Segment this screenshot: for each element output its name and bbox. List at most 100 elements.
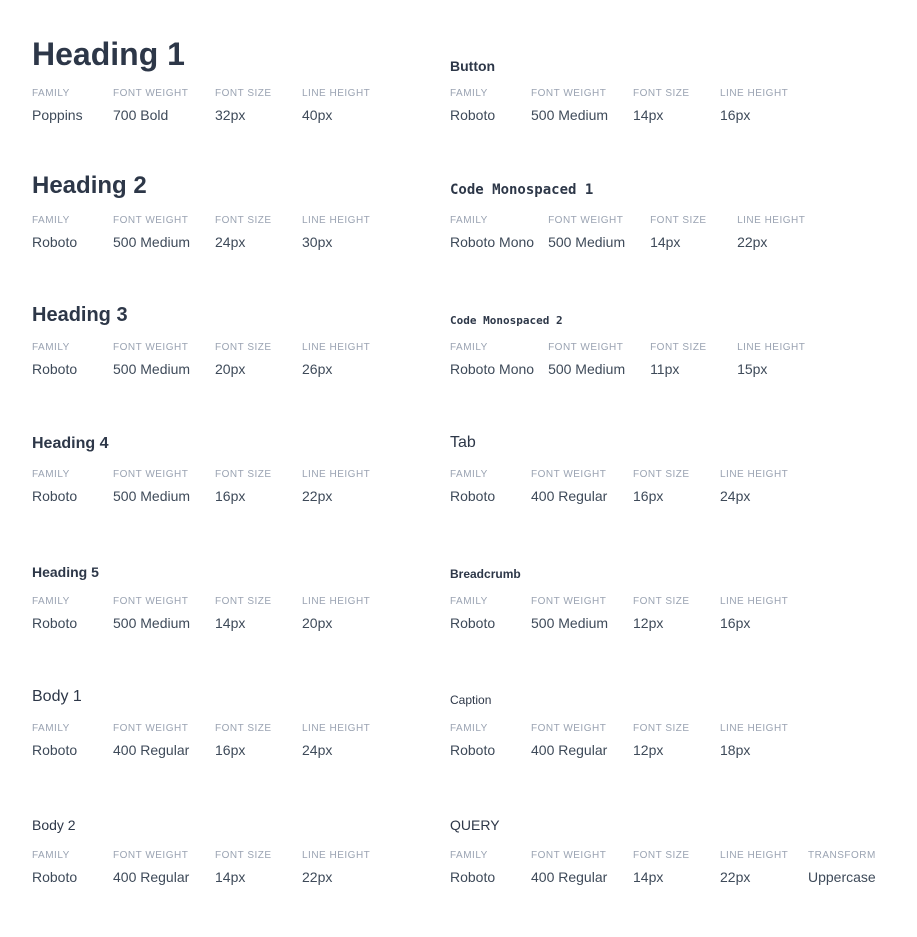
- type-spec-query: QUERY FAMILY Roboto FONT WEIGHT 400 Regu…: [450, 790, 897, 886]
- spec-label: FONT WEIGHT: [531, 88, 607, 99]
- spec-label: FONT WEIGHT: [531, 850, 607, 861]
- spec-value: 16px: [720, 615, 751, 631]
- spec-value: Roboto: [450, 615, 496, 631]
- spec-cell: LINE HEIGHT 18px: [720, 723, 808, 759]
- spec-label: FONT SIZE: [633, 850, 690, 861]
- spec-cell: FONT WEIGHT 500 Medium: [531, 88, 633, 124]
- spec-cell: FONT WEIGHT 500 Medium: [113, 469, 215, 505]
- spec-label: FONT SIZE: [633, 88, 690, 99]
- spec-value: 14px: [215, 615, 246, 631]
- spec-label: FAMILY: [450, 723, 488, 734]
- spec-value: 22px: [737, 234, 768, 250]
- spec-label: FAMILY: [32, 88, 70, 99]
- spec-table: FAMILY Roboto FONT WEIGHT 500 Medium FON…: [32, 215, 450, 251]
- typography-spec-sheet: Heading 1 FAMILY Poppins FONT WEIGHT 700…: [32, 28, 897, 917]
- spec-label: FAMILY: [32, 596, 70, 607]
- spec-cell: FONT WEIGHT 500 Medium: [113, 342, 215, 378]
- spec-value: 400 Regular: [531, 869, 608, 885]
- spec-value: 32px: [215, 107, 246, 123]
- spec-value: 20px: [302, 615, 333, 631]
- spec-value: 500 Medium: [113, 234, 191, 250]
- type-sample-box: Body 2: [32, 790, 450, 836]
- spec-cell: FAMILY Roboto: [32, 723, 113, 759]
- spec-cell: FONT SIZE 16px: [633, 469, 720, 505]
- spec-table: FAMILY Roboto Mono FONT WEIGHT 500 Mediu…: [450, 342, 897, 378]
- spec-cell: FAMILY Roboto: [450, 850, 531, 886]
- spec-label: FONT WEIGHT: [113, 342, 189, 353]
- spec-cell: FONT WEIGHT 400 Regular: [531, 469, 633, 505]
- spec-value: 14px: [215, 869, 246, 885]
- spec-value: 16px: [720, 107, 751, 123]
- spec-cell: FONT SIZE 14px: [650, 215, 737, 251]
- spec-cell: FONT WEIGHT 400 Regular: [531, 850, 633, 886]
- spec-cell: FONT SIZE 11px: [650, 342, 737, 378]
- spec-label: LINE HEIGHT: [720, 596, 789, 607]
- spec-value: Roboto: [450, 742, 496, 758]
- spec-cell: FONT SIZE 24px: [215, 215, 302, 251]
- spec-cell: FONT SIZE 14px: [633, 850, 720, 886]
- spec-label: LINE HEIGHT: [302, 469, 371, 480]
- spec-value: 16px: [633, 488, 664, 504]
- type-sample-text: QUERY: [450, 817, 500, 833]
- spec-table: FAMILY Roboto FONT WEIGHT 500 Medium FON…: [32, 469, 450, 505]
- spec-cell: LINE HEIGHT 16px: [720, 88, 808, 124]
- spec-value: 11px: [650, 361, 680, 377]
- spec-label: FONT SIZE: [633, 596, 690, 607]
- spec-cell: FAMILY Roboto: [450, 88, 531, 124]
- type-sample-box: Heading 1: [32, 28, 450, 74]
- spec-cell: LINE HEIGHT 24px: [720, 469, 808, 505]
- spec-label: LINE HEIGHT: [720, 88, 789, 99]
- spec-value: Roboto: [32, 742, 78, 758]
- spec-value: 22px: [302, 488, 333, 504]
- spec-cell: LINE HEIGHT 22px: [737, 215, 825, 251]
- spec-label: FAMILY: [450, 596, 488, 607]
- spec-cell: FAMILY Roboto: [32, 469, 113, 505]
- type-sample-text: Body 1: [32, 688, 82, 705]
- type-sample-box: Code Monospaced 2: [450, 282, 897, 328]
- spec-label: FONT WEIGHT: [531, 723, 607, 734]
- spec-cell: FONT SIZE 12px: [633, 723, 720, 759]
- spec-label: FAMILY: [450, 215, 488, 226]
- spec-table: FAMILY Roboto FONT WEIGHT 400 Regular FO…: [450, 723, 897, 759]
- type-spec-heading-5: Heading 5 FAMILY Roboto FONT WEIGHT 500 …: [32, 536, 450, 632]
- spec-label: FONT SIZE: [215, 469, 272, 480]
- spec-value: 12px: [633, 615, 664, 631]
- spec-label: FONT SIZE: [650, 342, 707, 353]
- type-spec-code-monospaced-2: Code Monospaced 2 FAMILY Roboto Mono FON…: [450, 282, 897, 378]
- spec-label: FAMILY: [450, 88, 488, 99]
- type-sample-text: Heading 5: [32, 564, 99, 580]
- type-sample-text: Tab: [450, 434, 476, 451]
- spec-label: LINE HEIGHT: [302, 342, 371, 353]
- spec-label: FAMILY: [32, 215, 70, 226]
- spec-cell: FAMILY Poppins: [32, 88, 113, 124]
- spec-table: FAMILY Roboto Mono FONT WEIGHT 500 Mediu…: [450, 215, 897, 251]
- spec-label: LINE HEIGHT: [720, 723, 789, 734]
- spec-value: 30px: [302, 234, 333, 250]
- spec-table: FAMILY Roboto FONT WEIGHT 400 Regular FO…: [32, 723, 450, 759]
- spec-value: 500 Medium: [113, 488, 191, 504]
- spec-label: FONT SIZE: [633, 723, 690, 734]
- spec-cell: FONT SIZE 14px: [215, 596, 302, 632]
- spec-value: Roboto: [32, 869, 78, 885]
- spec-label: FONT WEIGHT: [531, 596, 607, 607]
- spec-label: FAMILY: [32, 850, 70, 861]
- spec-cell: FAMILY Roboto: [450, 596, 531, 632]
- spec-value: Roboto: [32, 615, 78, 631]
- type-sample-box: Heading 2: [32, 155, 450, 201]
- spec-label: FONT SIZE: [215, 850, 272, 861]
- spec-cell: FONT SIZE 12px: [633, 596, 720, 632]
- spec-label: FONT WEIGHT: [548, 342, 624, 353]
- spec-value: 22px: [302, 869, 333, 885]
- type-sample-box: Button: [450, 28, 897, 74]
- type-sample-box: Caption: [450, 663, 897, 709]
- spec-label: FONT SIZE: [650, 215, 707, 226]
- spec-cell: LINE HEIGHT 20px: [302, 596, 390, 632]
- spec-value: 24px: [215, 234, 246, 250]
- type-sample-box: Tab: [450, 409, 897, 455]
- spec-cell: LINE HEIGHT 22px: [720, 850, 808, 886]
- spec-label: FONT WEIGHT: [548, 215, 624, 226]
- column-right: Button FAMILY Roboto FONT WEIGHT 500 Med…: [450, 28, 897, 917]
- spec-cell: FAMILY Roboto Mono: [450, 215, 548, 251]
- spec-value: 24px: [302, 742, 333, 758]
- type-sample-text: Body 2: [32, 817, 76, 833]
